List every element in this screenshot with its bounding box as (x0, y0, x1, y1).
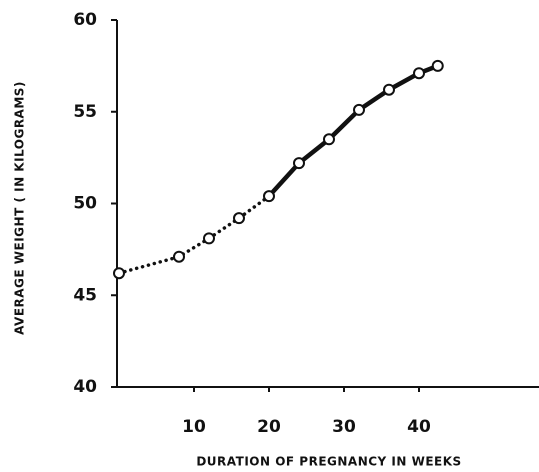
line-solid (267, 63, 439, 198)
point (203, 232, 215, 245)
y-axis-label: AVERAGE WEIGHT ( IN KILOGRAMS) (13, 81, 27, 335)
point (263, 190, 275, 203)
x-tick-label: 10 (182, 417, 206, 437)
point (383, 83, 395, 96)
point (293, 157, 305, 170)
point (413, 67, 425, 80)
y-tick-label: 50 (73, 194, 97, 214)
y-tick-label: 60 (73, 10, 97, 30)
point (431, 59, 444, 72)
line-dotted (117, 194, 271, 275)
x-axis-label: DURATION OF PREGNANCY IN WEEKS (196, 455, 461, 469)
y-tick-label: 55 (73, 102, 97, 122)
point (233, 212, 245, 225)
x-tick-label: 20 (257, 417, 281, 437)
point (353, 103, 365, 116)
y-tick-label: 40 (73, 377, 97, 397)
y-tick-label: 45 (73, 285, 97, 305)
point (323, 133, 335, 146)
point (173, 250, 185, 263)
x-tick-label: 40 (407, 417, 431, 437)
x-tick-label: 30 (332, 417, 356, 437)
point (113, 267, 125, 280)
